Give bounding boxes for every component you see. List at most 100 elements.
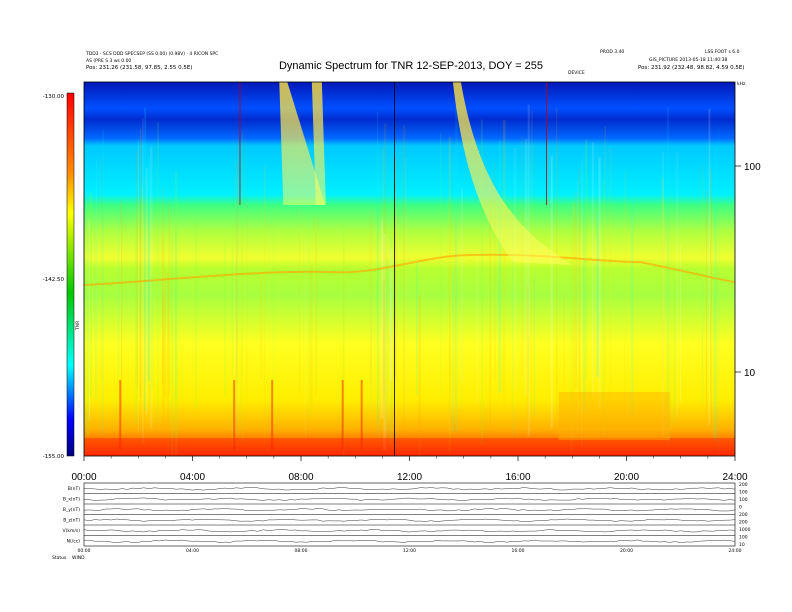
radio-burst: [279, 82, 326, 205]
spectrogram-streak: [449, 264, 451, 396]
spectrogram-streak: [171, 235, 174, 456]
spectrogram-streak: [166, 272, 169, 454]
spectrogram-streak: [236, 176, 238, 436]
panel-x-tick-label: 24:00: [729, 548, 742, 554]
panel-x-tick-label: 12:00: [403, 548, 416, 554]
spectrogram-streak: [390, 237, 393, 449]
spectrogram-streak: [712, 288, 716, 438]
spectrogram-streak: [676, 151, 679, 418]
low-frequency-band: [84, 438, 735, 456]
panel-right-tick: 0: [739, 505, 742, 511]
spectrogram-streak: [673, 275, 676, 423]
x-axis: 00:00 04:00 08:00 12:00 16:00 20:00 24:00: [71, 456, 748, 483]
spectrogram-streak: [86, 226, 90, 437]
spectrogram-streak: [102, 129, 105, 436]
spectrogram-streak: [95, 160, 97, 377]
radio-burst: [452, 82, 573, 265]
spectrogram-streak: [598, 157, 601, 410]
spectrogram-streak: [574, 192, 578, 387]
spectrogram-streak: [162, 188, 164, 384]
panel-label: B_z(nT): [63, 517, 80, 523]
left-header-line2: AS (PRE S 3 ws 0.00: [86, 58, 131, 64]
y-right-label-10: 10: [744, 368, 756, 379]
panel-x-tick-label: 08:00: [295, 548, 308, 554]
spectrogram-streak: [308, 248, 310, 417]
spectrogram-streak: [139, 199, 141, 436]
spectrogram-streak: [145, 167, 148, 416]
panel-right-tick: 10: [739, 542, 745, 548]
spectrogram-streak: [141, 188, 143, 403]
spectrogram-streak: [481, 119, 483, 445]
spectrogram-streak: [162, 293, 165, 441]
noise-spike: [341, 380, 344, 450]
x-tick-label: 24:00: [722, 472, 747, 483]
spectrogram-streak: [148, 287, 151, 424]
spectrogram-streak: [94, 187, 98, 400]
spectrogram-streak: [343, 220, 345, 456]
spectrogram-streak: [241, 131, 243, 443]
panel-right-tick: 1000: [739, 527, 751, 533]
spectrogram-streak: [149, 146, 153, 428]
spectrogram-streak: [101, 156, 103, 380]
x-tick-label: 20:00: [614, 472, 639, 483]
emission-ridge: [83, 253, 736, 286]
spectrogram-streak: [117, 195, 120, 377]
spectrogram-streak: [84, 193, 86, 456]
spectrogram-streak: [403, 125, 406, 437]
noise-spike: [233, 380, 236, 450]
spectrogram-streak: [377, 154, 379, 438]
spectrogram-streak: [512, 201, 513, 438]
spectrogram-streak: [708, 109, 711, 425]
panel-right-tick: 100: [739, 490, 748, 496]
x-tick-label: 08:00: [288, 472, 313, 483]
right-header-pos: Pos: 231.92 (232.48, 98.82, 4.59 0.5E): [638, 65, 744, 71]
spectrogram-streak: [309, 264, 313, 407]
spectrogram-streak: [461, 187, 463, 383]
colorbar-tick-label: -130.00: [43, 94, 65, 100]
panel-right-tick: 200: [739, 520, 748, 526]
spectrogram-streak: [263, 166, 266, 444]
spectrogram-streak: [386, 258, 388, 436]
spectrogram-streak: [604, 125, 606, 389]
spectrogram-streak: [526, 285, 529, 428]
x-tick-label: 04:00: [180, 472, 205, 483]
enhanced-emission-block: [558, 392, 670, 440]
spectrogram-streak: [579, 171, 581, 400]
spectrogram-streak: [383, 123, 387, 417]
right-header-line3: GIS_PICTURE 2013-05-18 11:40:38: [649, 57, 727, 63]
spectrogram-streak: [381, 219, 384, 419]
spectrogram-streak: [570, 212, 573, 455]
panel-trace: [83, 497, 736, 501]
spectrogram-streak: [385, 198, 387, 432]
spectrogram-streak: [461, 274, 463, 411]
spectrogram-streak: [224, 239, 226, 397]
panel-x-tick-label: 00:00: [78, 548, 91, 554]
spectrogram-streak: [440, 132, 442, 395]
spectrogram-streak: [489, 191, 491, 443]
spectrogram-streak: [455, 105, 458, 432]
parameter-panels: B(nT) B_x(nT) B_y(nT) B_z(nT) V(km/s) N(/cc) 2…: [63, 482, 751, 554]
spectrogram-streak: [305, 239, 307, 442]
panel-trace: [84, 539, 736, 543]
spectrogram-streak: [527, 104, 530, 437]
spectrogram-streak: [576, 181, 578, 434]
spectrogram-streak: [581, 160, 583, 447]
spectrogram-streak: [502, 119, 506, 406]
status-value: WIND: [72, 555, 85, 561]
spectrogram-streak: [147, 157, 150, 382]
spectrogram-streak: [452, 269, 454, 433]
colorbar-tick-label: -142.50: [43, 277, 65, 283]
spectrogram-streak: [490, 182, 491, 448]
spectrogram-streak: [175, 230, 177, 400]
chart-title: Dynamic Spectrum for TNR 12-SEP-2013, DO…: [279, 60, 543, 72]
spectrogram-streak: [135, 219, 138, 424]
colorbar-labels: -130.00 -142.50 -155.00: [43, 94, 65, 460]
spectrogram-streak: [382, 147, 384, 422]
spectrogram-streak: [596, 211, 600, 377]
spectrogram-streak: [144, 107, 146, 411]
spectrogram-streak: [624, 170, 626, 423]
spectrogram-texture: [83, 104, 736, 456]
spectrogram-streak: [383, 280, 386, 403]
panel-label: N(/cc): [67, 538, 81, 544]
